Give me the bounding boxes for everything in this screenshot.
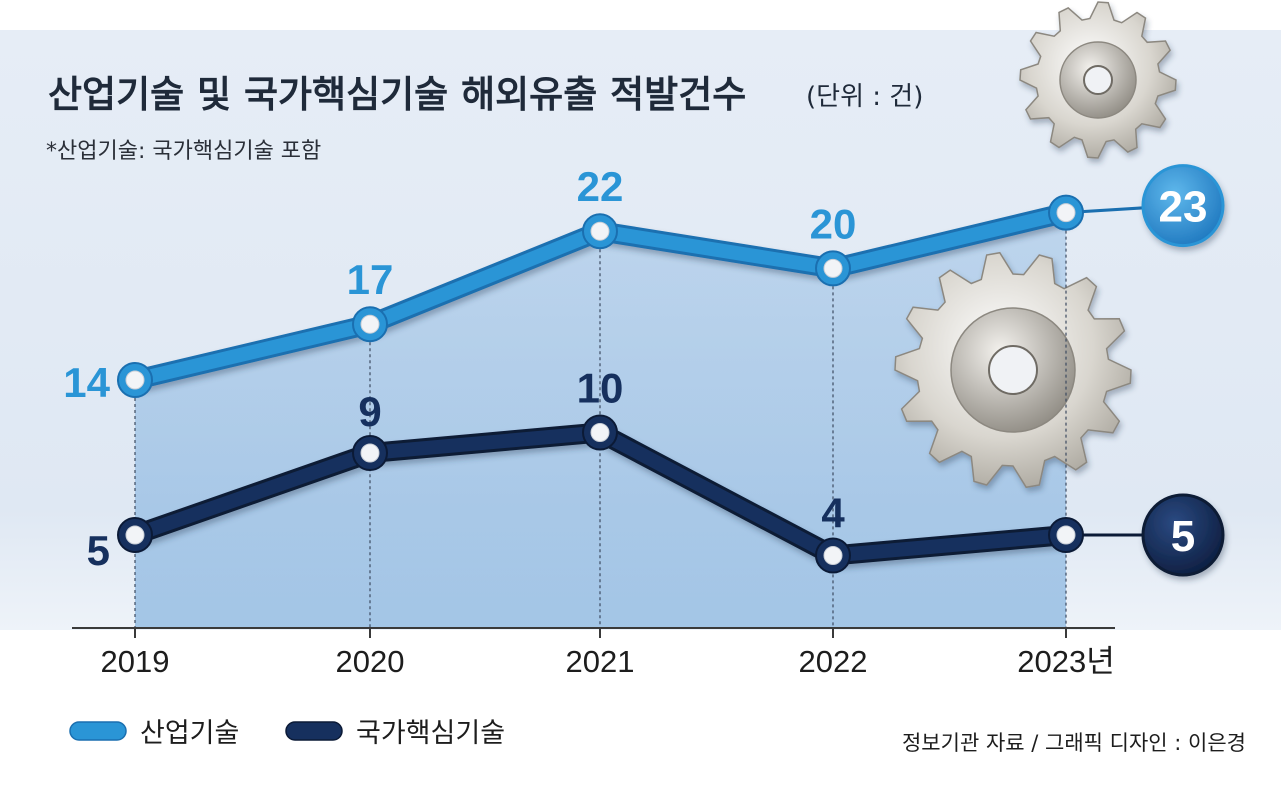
data-label: 5 [87,527,110,574]
legend-swatch-산업기술 [69,721,127,741]
data-point-inner [590,221,610,241]
footnote: *산업기술: 국가핵심기술 포함 [46,139,321,164]
data-point-inner [1056,525,1076,545]
tick-label: 2023년 [1017,644,1114,679]
value-badge [1141,164,1225,248]
legend-swatch-국가핵심기술 [285,721,343,741]
value-badge-label: 5 [1171,512,1195,561]
data-point-inner [823,546,843,565]
data-label: 9 [358,388,381,435]
tick-label: 2021 [566,644,635,679]
gear-hole [1083,65,1113,95]
data-point-inner [590,423,610,442]
unit-label: (단위 : 건) [806,82,923,112]
data-label: 14 [63,359,110,406]
data-point-inner [1056,203,1076,223]
tick-label: 2022 [799,644,868,679]
tick-label: 2019 [101,644,170,679]
data-label: 20 [810,200,857,247]
data-point-inner [125,370,145,390]
data-point-inner [360,314,380,334]
legend-label-산업기술: 산업기술 [140,718,239,749]
tick-label: 2020 [336,644,405,679]
data-label: 4 [821,490,845,537]
credit: 정보기관 자료 / 그래픽 디자인 : 이은경 [902,731,1246,755]
legend: 산업기술 국가핵심기술 [69,718,505,749]
data-point-inner [125,525,145,545]
data-label: 10 [577,365,624,412]
data-label: 17 [347,256,394,303]
x-axis-ticks: 2019 2020 2021 2022 2023년 [101,628,1115,679]
data-point-inner [360,443,380,463]
value-badge [1141,493,1225,577]
data-point-inner [823,258,843,278]
value-badge-label: 23 [1159,183,1208,232]
legend-label-국가핵심기술: 국가핵심기술 [356,718,505,749]
series-group: 14 17 22 20 23 5 9 10 4 5 [63,163,1225,577]
chart-title: 산업기술 및 국가핵심기술 해외유출 적발건수 [48,73,746,116]
gear-icon [894,251,1132,489]
gear-hole [988,345,1038,395]
data-label: 22 [577,163,624,210]
gear-icon [1019,1,1177,159]
